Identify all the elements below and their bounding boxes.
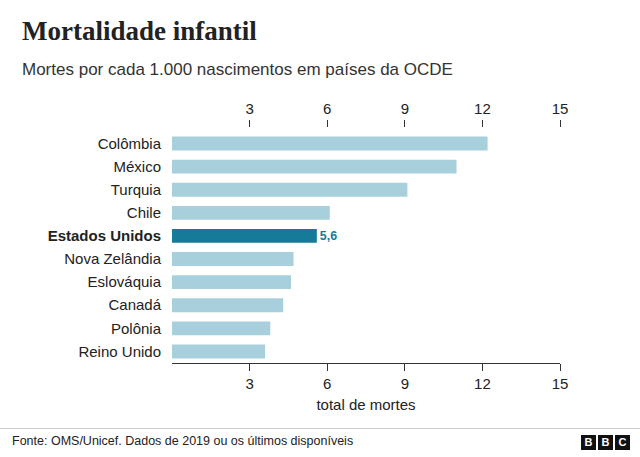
svg-text:Eslováquia: Eslováquia (88, 273, 162, 290)
svg-text:5,6: 5,6 (320, 229, 337, 243)
svg-text:12: 12 (474, 100, 491, 117)
svg-text:Canadá: Canadá (108, 296, 161, 313)
html-text:Mortes por cada 1.000 nascimen: Mortes por cada 1.000 nascimentos em paí… (22, 60, 453, 79)
svg-text:6: 6 (323, 100, 331, 117)
html-text:B: B (584, 436, 593, 448)
svg-text:total de mortes: total de mortes (316, 396, 415, 413)
svg-text:9: 9 (401, 100, 409, 117)
svg-text:12: 12 (474, 375, 491, 392)
svg-text:15: 15 (552, 100, 569, 117)
svg-text:6: 6 (323, 375, 331, 392)
html-text:C: C (618, 436, 627, 448)
svg-text:Estados Unidos: Estados Unidos (48, 227, 161, 244)
svg-text:9: 9 (401, 375, 409, 392)
svg-text:Chile: Chile (127, 204, 161, 221)
svg-text:Colômbia: Colômbia (98, 135, 162, 152)
svg-text:Nova Zelândia: Nova Zelândia (64, 250, 161, 267)
html-text:Mortalidade infantil: Mortalidade infantil (22, 16, 257, 46)
svg-text:3: 3 (245, 375, 253, 392)
svg-text:México: México (113, 158, 161, 175)
svg-text:Turquia: Turquia (111, 181, 162, 198)
html-text:B: B (601, 436, 610, 448)
svg-text:Polônia: Polônia (111, 320, 162, 337)
svg-text:3: 3 (245, 100, 253, 117)
svg-text:Reino Unido: Reino Unido (78, 343, 161, 360)
html-text:Fonte: OMS/Unicef. Dados de 20: Fonte: OMS/Unicef. Dados de 2019 ou os ú… (12, 434, 354, 448)
svg-text:15: 15 (552, 375, 569, 392)
